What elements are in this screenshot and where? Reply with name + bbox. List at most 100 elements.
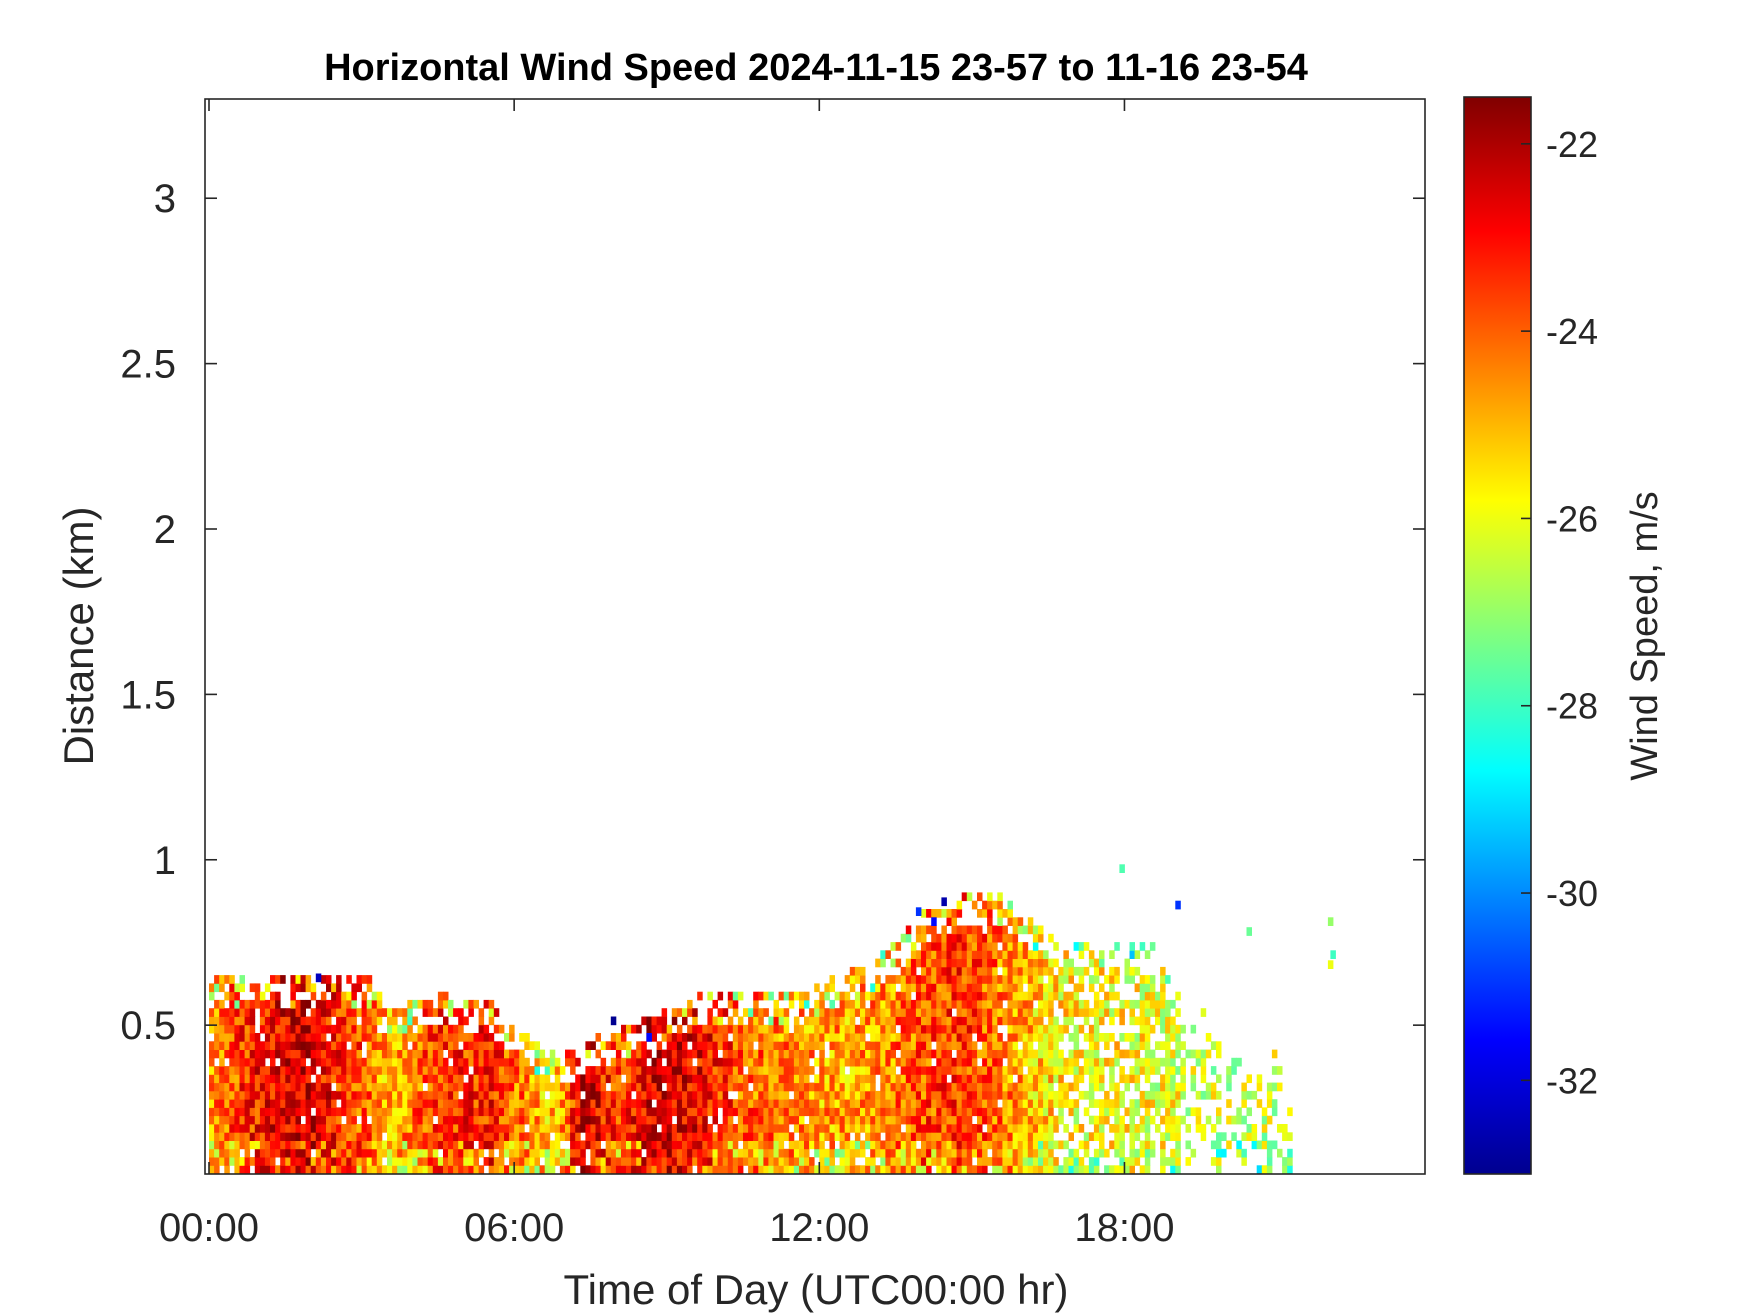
heatmap-cell [910, 1016, 917, 1026]
heatmap-cell [1149, 1057, 1156, 1067]
heatmap-cell [336, 1140, 342, 1150]
heatmap-cell [280, 1090, 286, 1100]
heatmap-cell [437, 1090, 444, 1100]
heatmap-cell [768, 991, 774, 1001]
heatmap-cell [1195, 1057, 1202, 1067]
heatmap-cell [295, 1148, 301, 1158]
heatmap-cell [234, 1057, 240, 1067]
heatmap-cell [229, 1049, 235, 1059]
heatmap-cell [921, 1132, 927, 1141]
heatmap-cell [1114, 1008, 1120, 1017]
heatmap-cell [671, 1165, 678, 1174]
heatmap-cell [214, 1165, 220, 1174]
heatmap-cell [758, 1132, 764, 1141]
heatmap-cell [219, 1033, 225, 1042]
heatmap-cell [702, 1024, 708, 1034]
heatmap-cell [621, 1057, 627, 1067]
heatmap-cell [743, 1140, 749, 1150]
heatmap-cell [600, 1082, 607, 1092]
heatmap-cell [1236, 1140, 1242, 1150]
heatmap-cell [783, 1066, 790, 1075]
heatmap-cell [941, 1099, 947, 1108]
heatmap-cell [692, 1115, 698, 1125]
heatmap-cell [987, 1107, 993, 1117]
heatmap-cell [264, 1008, 271, 1017]
heatmap-cell [473, 1066, 479, 1075]
heatmap-cell [692, 1124, 698, 1133]
heatmap-cell [951, 1099, 957, 1108]
heatmap-cell [646, 1016, 652, 1026]
heatmap-cell [275, 1016, 281, 1026]
heatmap-cell [458, 1140, 464, 1150]
heatmap-cell [1160, 1099, 1166, 1108]
heatmap-cell [346, 1099, 352, 1108]
heatmap-cell [539, 1107, 546, 1117]
heatmap-cell [432, 1148, 439, 1158]
heatmap-cell [249, 1157, 256, 1166]
heatmap-cell [346, 1148, 352, 1158]
heatmap-cell [1129, 1033, 1135, 1042]
heatmap-cell [356, 1132, 362, 1141]
heatmap-cell [1149, 1090, 1156, 1100]
heatmap-cell [926, 1049, 932, 1059]
heatmap-cell [1200, 1132, 1207, 1141]
heatmap-cell [356, 1099, 362, 1108]
heatmap-cell [326, 1132, 332, 1141]
heatmap-cell [1170, 1107, 1176, 1117]
heatmap-cell [524, 1115, 530, 1125]
heatmap-cell [254, 1124, 261, 1133]
heatmap-cell [1017, 983, 1024, 993]
heatmap-cell [1256, 1165, 1263, 1174]
heatmap-cell [921, 909, 927, 918]
heatmap-cell [982, 1016, 988, 1026]
heatmap-cell [712, 1016, 718, 1026]
heatmap-cell [234, 1074, 240, 1084]
heatmap-cell [458, 1008, 464, 1017]
heatmap-cell [1165, 1066, 1171, 1075]
heatmap-cell [259, 991, 266, 1001]
heatmap-cell [320, 1008, 327, 1017]
heatmap-cell [854, 966, 861, 976]
heatmap-cell [209, 1074, 215, 1084]
heatmap-cell [376, 1041, 383, 1050]
heatmap-cell [722, 1124, 729, 1133]
heatmap-cell [1246, 1074, 1252, 1084]
heatmap-cell [565, 1090, 571, 1100]
heatmap-cell [1165, 1016, 1171, 1026]
heatmap-cell [824, 1157, 830, 1166]
heatmap-cell [997, 925, 1003, 935]
heatmap-cell [280, 1041, 286, 1050]
heatmap-cell [1012, 1024, 1019, 1034]
heatmap-cell [1144, 1049, 1151, 1059]
heatmap-cell [977, 892, 983, 902]
heatmap-cell [275, 991, 281, 1001]
heatmap-cell [432, 1107, 439, 1117]
heatmap-cell [875, 983, 881, 993]
heatmap-cell [966, 942, 973, 951]
heatmap-cell [615, 1033, 622, 1042]
heatmap-cell [1114, 966, 1120, 976]
heatmap-cell [707, 1057, 713, 1067]
heatmap-cell [264, 1140, 271, 1150]
heatmap-cell [1175, 1049, 1181, 1059]
heatmap-cell [971, 1124, 978, 1133]
heatmap-cell [519, 1140, 525, 1150]
heatmap-cell [270, 1024, 276, 1034]
heatmap-cell [326, 1090, 332, 1100]
heatmap-cell [900, 991, 907, 1001]
heatmap-cell [783, 1008, 790, 1017]
heatmap-cell [407, 1016, 413, 1026]
heatmap-cell [1149, 1024, 1156, 1034]
heatmap-cell [1007, 1099, 1013, 1108]
heatmap-cell [1093, 1057, 1100, 1067]
heatmap-cell [1043, 1024, 1049, 1034]
heatmap-cell [977, 1140, 983, 1150]
heatmap-cell [799, 1008, 805, 1017]
heatmap-cell [768, 1049, 774, 1059]
heatmap-cell [682, 1157, 688, 1166]
heatmap-cell [921, 1165, 927, 1174]
heatmap-cell [961, 1049, 968, 1059]
heatmap-cell [1032, 966, 1039, 976]
heatmap-cell [921, 1090, 927, 1100]
heatmap-cell [544, 1074, 551, 1084]
